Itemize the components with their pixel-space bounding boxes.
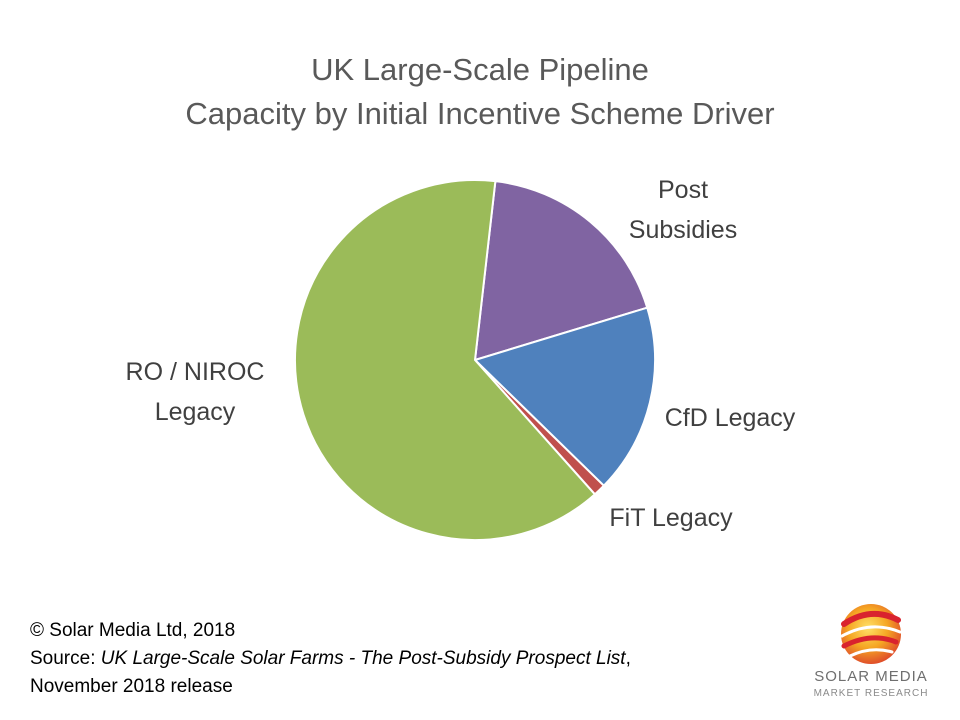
- slice-label-cfd-legacy: CfD Legacy: [650, 398, 810, 438]
- slice-label-cfd-legacy-line1: CfD Legacy: [664, 404, 796, 432]
- pie-slice-ro-niroc-legacy: [294, 179, 596, 541]
- footer-source-title: UK Large-Scale Solar Farms - The Post-Su…: [100, 648, 626, 669]
- slice-label-post-subsidies-line1: Post: [657, 176, 709, 204]
- slice-label-ro-niroc-legacy: RO / NIROC Legacy: [100, 352, 290, 432]
- chart-title: UK Large-Scale Pipeline: [311, 52, 649, 87]
- pie-slice-post-subsidies: [474, 180, 649, 361]
- pie-slice-cfd-legacy: [474, 306, 657, 487]
- solar-media-logo: SOLAR MEDIA MARKET RESEARCH: [796, 598, 946, 708]
- slice-label-fit-legacy: FiT Legacy: [596, 498, 746, 538]
- footer-copyright: © Solar Media Ltd, 2018: [30, 620, 236, 641]
- footer-source-prefix: Source:: [30, 648, 101, 669]
- footer-release: November 2018 release: [30, 676, 233, 697]
- solar-media-sphere-logo-icon: [840, 604, 902, 664]
- slice-label-ro-niroc-legacy-line1: RO / NIROC: [125, 358, 265, 386]
- footer-source: Source: UK Large-Scale Solar Farms - The…: [30, 645, 631, 673]
- slice-label-ro-niroc-legacy-line2: Legacy: [154, 398, 236, 426]
- slice-label-post-subsidies: Post Subsidies: [608, 170, 758, 250]
- slice-label-post-subsidies-line2: Subsidies: [628, 216, 738, 244]
- footer-source-suffix: ,: [625, 648, 631, 669]
- slice-label-fit-legacy-line1: FiT Legacy: [609, 504, 733, 532]
- logo-tagline: MARKET RESEARCH: [813, 688, 929, 699]
- chart-subtitle: Capacity by Initial Incentive Scheme Dri…: [185, 96, 775, 131]
- logo-name: SOLAR MEDIA: [814, 668, 928, 685]
